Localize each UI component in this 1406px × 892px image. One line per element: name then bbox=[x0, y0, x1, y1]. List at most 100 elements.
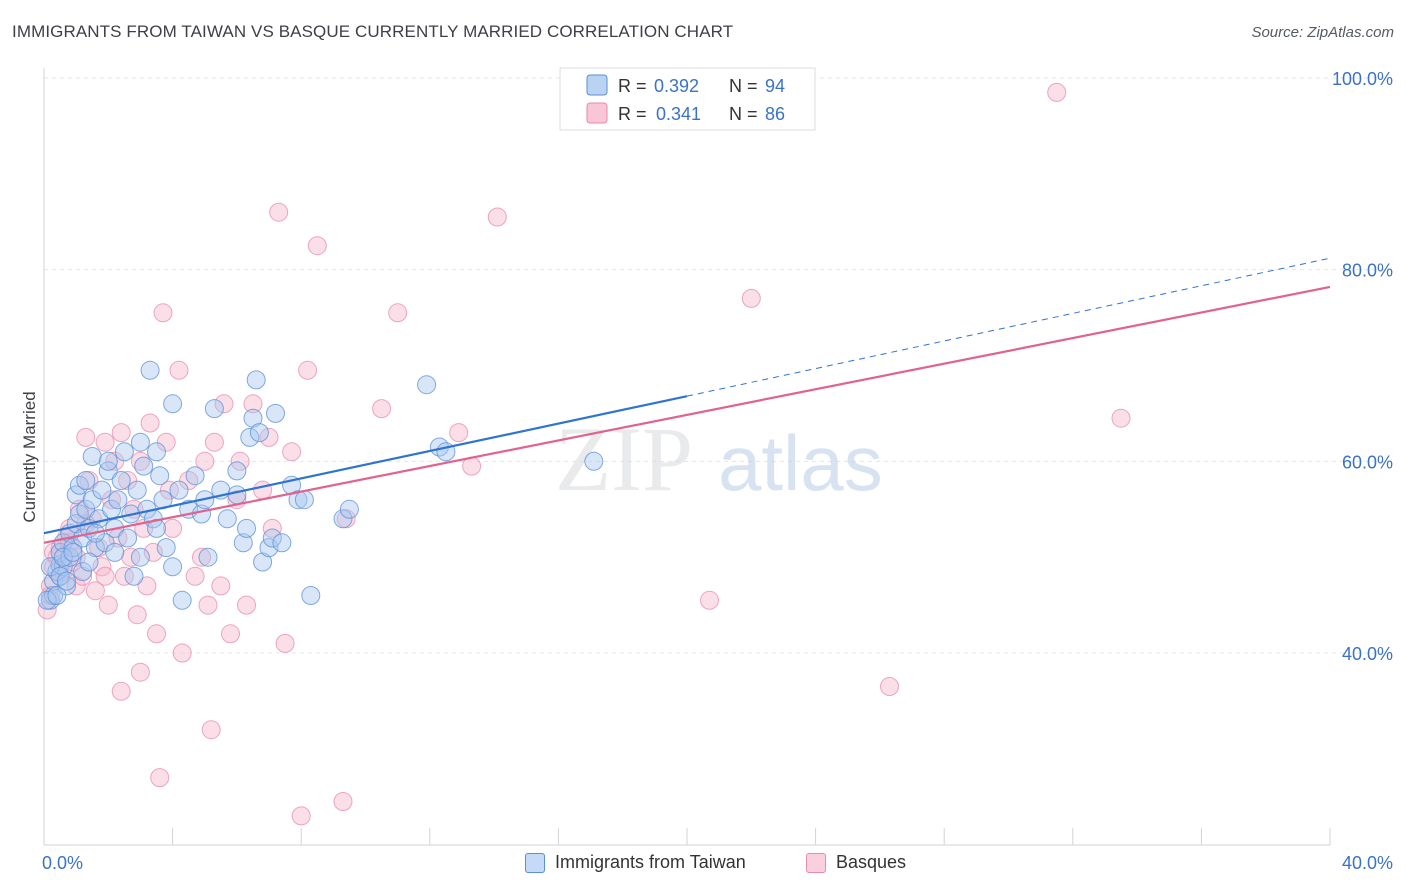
point-taiwan bbox=[333, 509, 353, 529]
point-basques bbox=[147, 624, 166, 644]
point-taiwan bbox=[92, 480, 112, 500]
axis-layer bbox=[43, 68, 1331, 846]
legend-n-label-taiwan: N = bbox=[729, 76, 763, 96]
y-tick-label: 40.0% bbox=[1342, 644, 1393, 664]
point-basques bbox=[192, 547, 211, 567]
point-basques bbox=[880, 677, 899, 696]
point-basques bbox=[487, 207, 507, 227]
point-basques bbox=[253, 480, 273, 500]
chart-source: Source: ZipAtlas.com bbox=[1251, 24, 1394, 41]
point-taiwan bbox=[108, 490, 128, 510]
point-taiwan bbox=[150, 466, 170, 486]
point-basques bbox=[85, 581, 105, 601]
x-tick-label-min: 0.0% bbox=[42, 853, 83, 873]
point-taiwan bbox=[76, 499, 96, 519]
point-taiwan bbox=[243, 408, 263, 428]
point-taiwan bbox=[76, 471, 96, 490]
axis-labels: Currently Married 0.0% 40.0% 40.0% 60.0% 8… bbox=[20, 69, 1393, 873]
point-taiwan bbox=[98, 461, 118, 481]
point-taiwan bbox=[169, 480, 189, 500]
point-taiwan bbox=[198, 547, 218, 567]
point-taiwan bbox=[172, 590, 192, 610]
point-taiwan bbox=[156, 538, 176, 558]
point-taiwan bbox=[82, 490, 102, 510]
point-taiwan bbox=[584, 451, 604, 471]
point-taiwan bbox=[249, 423, 269, 443]
trend-line-taiwan-extension bbox=[686, 257, 1331, 397]
point-basques bbox=[201, 720, 221, 740]
point-basques bbox=[211, 576, 231, 596]
point-basques bbox=[114, 566, 134, 586]
point-basques bbox=[66, 576, 86, 596]
point-basques bbox=[282, 442, 302, 462]
point-taiwan bbox=[95, 533, 115, 553]
point-basques bbox=[143, 542, 163, 562]
x-tick-label-max: 40.0% bbox=[1342, 853, 1393, 873]
watermark-zip: ZIP bbox=[555, 408, 693, 510]
point-taiwan bbox=[130, 547, 150, 567]
point-basques bbox=[169, 360, 189, 380]
point-basques bbox=[185, 566, 205, 586]
point-taiwan bbox=[266, 403, 285, 423]
point-basques bbox=[102, 490, 121, 510]
point-basques bbox=[95, 432, 115, 452]
point-basques bbox=[150, 768, 170, 788]
point-basques bbox=[333, 792, 353, 811]
point-taiwan bbox=[37, 590, 57, 610]
trend-line-taiwan bbox=[43, 395, 688, 535]
point-taiwan bbox=[82, 447, 102, 466]
series-taiwan-points bbox=[37, 360, 604, 610]
point-taiwan bbox=[127, 480, 147, 500]
point-basques bbox=[700, 590, 719, 610]
point-taiwan bbox=[272, 533, 292, 553]
point-basques bbox=[105, 451, 125, 471]
legend-swatch-taiwan bbox=[586, 74, 608, 96]
chart-title: IMMIGRANTS FROM TAIWAN VS BASQUE CURRENT… bbox=[12, 22, 734, 41]
point-taiwan bbox=[111, 471, 131, 490]
point-basques bbox=[69, 499, 89, 519]
point-basques bbox=[1047, 82, 1067, 102]
point-taiwan bbox=[134, 456, 154, 476]
point-basques bbox=[449, 423, 469, 443]
point-taiwan bbox=[124, 566, 144, 586]
point-basques bbox=[118, 471, 138, 490]
point-taiwan bbox=[85, 538, 105, 558]
point-taiwan bbox=[288, 490, 308, 510]
point-taiwan bbox=[240, 427, 260, 447]
watermark-atlas: atlas bbox=[718, 419, 883, 507]
legend-bottom-label-taiwan: Immigrants from Taiwan bbox=[555, 852, 746, 872]
point-basques bbox=[1111, 408, 1131, 428]
point-basques bbox=[269, 202, 289, 222]
grid-layer bbox=[44, 77, 1392, 654]
point-basques bbox=[221, 624, 240, 644]
point-basques bbox=[137, 576, 157, 596]
point-basques bbox=[172, 643, 192, 663]
point-taiwan bbox=[130, 432, 150, 452]
legend-bottom-swatch-basques bbox=[806, 852, 826, 873]
point-taiwan bbox=[227, 461, 247, 481]
point-basques bbox=[76, 427, 96, 447]
legend-n-value-basques: 86 bbox=[765, 104, 785, 124]
point-taiwan bbox=[233, 533, 253, 553]
point-basques bbox=[98, 595, 118, 615]
point-taiwan bbox=[301, 586, 321, 605]
trend-lines bbox=[43, 257, 1331, 544]
point-basques bbox=[111, 681, 131, 701]
point-taiwan bbox=[246, 370, 266, 390]
point-taiwan bbox=[98, 451, 118, 471]
point-basques bbox=[95, 566, 115, 586]
legend-bottom-swatch-taiwan bbox=[525, 852, 545, 873]
point-taiwan bbox=[47, 586, 67, 605]
point-basques bbox=[262, 518, 282, 538]
point-taiwan bbox=[262, 528, 282, 548]
point-basques bbox=[291, 806, 311, 826]
point-taiwan bbox=[294, 490, 314, 510]
point-basques bbox=[388, 303, 408, 323]
point-basques bbox=[163, 518, 183, 538]
point-basques bbox=[153, 303, 173, 323]
point-taiwan bbox=[79, 552, 99, 572]
point-basques bbox=[243, 394, 263, 414]
point-taiwan bbox=[204, 399, 224, 419]
point-taiwan bbox=[114, 442, 134, 462]
